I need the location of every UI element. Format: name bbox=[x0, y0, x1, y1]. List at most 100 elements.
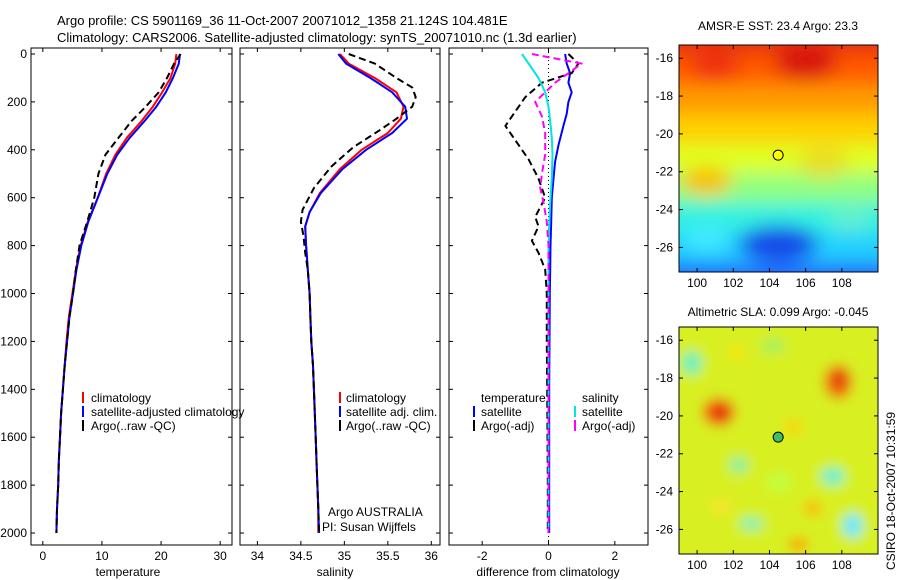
sla-blob bbox=[820, 467, 845, 486]
sla-blob bbox=[842, 513, 863, 538]
sst-argo-location-marker bbox=[772, 149, 784, 161]
y-tick-label: 200 bbox=[7, 95, 27, 109]
sst-blob bbox=[775, 45, 836, 81]
y-tick-label: 600 bbox=[7, 191, 27, 205]
x-tick-label: 100 bbox=[687, 276, 707, 290]
pi-annotation: PI: Susan Wijffels bbox=[322, 520, 416, 534]
series-line-argo-raw-qc- bbox=[299, 53, 417, 534]
legend-label-argo: Argo(..raw -QC) bbox=[91, 419, 176, 433]
x-tick-label: 30 bbox=[213, 549, 227, 563]
x-tick-label: 2 bbox=[611, 549, 618, 563]
x-tick-label: 34 bbox=[251, 549, 265, 563]
sst-blob bbox=[738, 225, 819, 262]
difference-x-ticks: -2 0 2 bbox=[477, 48, 618, 563]
sst-map-panel: AMSR-E SST: 23.4 Argo: 23.3 -16 -18 -20 -22… bbox=[656, 19, 879, 290]
x-tick-label: 102 bbox=[723, 276, 743, 290]
difference-series bbox=[504, 48, 583, 545]
x-tick-label: 104 bbox=[759, 276, 779, 290]
x-tick-label: 35 bbox=[338, 549, 352, 563]
x-tick-label: 20 bbox=[154, 549, 168, 563]
sla-blob bbox=[803, 501, 822, 516]
sst-blob bbox=[691, 53, 740, 82]
legend-label-climatology: climatology bbox=[91, 391, 151, 405]
y-tick-label: -24 bbox=[656, 485, 674, 499]
csiro-timestamp: CSIRO 18-Oct-2007 10:31:59 bbox=[884, 412, 898, 570]
x-tick-label: 102 bbox=[723, 558, 743, 572]
sla-axes-box bbox=[678, 326, 879, 555]
y-tick-label: 2000 bbox=[0, 526, 27, 540]
y-tick-label: 800 bbox=[7, 239, 27, 253]
sst-map-title: AMSR-E SST: 23.4 Argo: 23.3 bbox=[698, 19, 858, 33]
temperature-panel: 0 200 400 600 800 1000 1200 1400 1600 1800 2000 0 1… bbox=[0, 47, 244, 579]
sla-x-ticks: 100 102 104 106 108 bbox=[687, 327, 852, 572]
sst-blob bbox=[797, 146, 850, 179]
y-tick-label: -18 bbox=[656, 89, 674, 103]
x-tick-label: 106 bbox=[796, 558, 816, 572]
argo-country-annotation: Argo AUSTRALIA bbox=[328, 505, 423, 519]
sst-band bbox=[679, 84, 878, 116]
sla-blob bbox=[739, 517, 764, 530]
y-tick-label: -22 bbox=[656, 165, 674, 179]
y-tick-label: -26 bbox=[656, 522, 674, 536]
legend-label-temp-argo: Argo(-adj) bbox=[481, 419, 534, 433]
difference-legend: temperature salinity satellite Argo(-adj… bbox=[473, 391, 635, 433]
legend-label-satellite: satellite-adjusted climatology bbox=[91, 405, 244, 419]
series-line-satellite-adj-clim- bbox=[304, 53, 408, 534]
sla-blob bbox=[833, 370, 848, 387]
sst-band bbox=[679, 114, 878, 146]
sla-blob bbox=[710, 500, 731, 513]
sst-heatmap-field bbox=[679, 45, 878, 272]
sla-blob bbox=[728, 457, 749, 474]
x-tick-label: 108 bbox=[832, 276, 852, 290]
series-line-argo-raw-qc- bbox=[55, 53, 182, 534]
series-line-salinity-argo-adj- bbox=[531, 53, 583, 533]
temperature-x-ticks: 0 10 20 30 bbox=[39, 48, 227, 563]
y-tick-label: 1600 bbox=[0, 430, 27, 444]
difference-panel: -2 0 2 difference from climatology tempera… bbox=[448, 47, 649, 579]
x-tick-label: 0 bbox=[545, 549, 552, 563]
x-tick-label: -2 bbox=[477, 549, 488, 563]
salinity-axes-box bbox=[239, 47, 441, 546]
sla-blob bbox=[714, 407, 731, 422]
legend-label-sal-satellite: satellite bbox=[582, 405, 623, 419]
x-tick-label: 100 bbox=[687, 558, 707, 572]
sla-blob bbox=[788, 538, 809, 551]
y-tick-label: -20 bbox=[656, 127, 674, 141]
sla-blob bbox=[728, 347, 745, 360]
x-tick-label: 36 bbox=[425, 549, 439, 563]
sst-blob bbox=[828, 205, 873, 234]
difference-x-label: difference from climatology bbox=[476, 565, 619, 579]
x-tick-label: 108 bbox=[832, 558, 852, 572]
legend-heading-salinity: salinity bbox=[582, 391, 619, 405]
series-line-climatology bbox=[55, 53, 178, 534]
temperature-series bbox=[55, 53, 182, 534]
sst-y-ticks: -16 -18 -20 -22 -24 -26 bbox=[656, 51, 878, 254]
salinity-panel: 34 34.5 35 35.5 36 salinity climatology sate… bbox=[239, 47, 441, 579]
x-tick-label: 35.5 bbox=[376, 549, 400, 563]
y-tick-label: 0 bbox=[20, 47, 27, 61]
sla-map-panel: Altimetric SLA: 0.099 Argo: -0.045 -16-1… bbox=[656, 305, 879, 572]
y-tick-label: -22 bbox=[656, 447, 674, 461]
salinity-x-ticks: 34 34.5 35 35.5 36 bbox=[251, 48, 439, 563]
salinity-series bbox=[299, 53, 417, 534]
figure-title-line2: Climatology: CARS2006. Satellite-adjuste… bbox=[57, 30, 577, 45]
series-line-satellite-adjusted-climatology bbox=[55, 53, 181, 534]
sst-x-ticks: 100 102 104 106 108 bbox=[687, 45, 852, 290]
legend-label-sal-argo: Argo(-adj) bbox=[582, 419, 635, 433]
sst-band bbox=[679, 262, 878, 272]
x-tick-label: 104 bbox=[759, 558, 779, 572]
series-line-climatology bbox=[304, 53, 405, 533]
sla-blob bbox=[681, 350, 702, 375]
sst-band bbox=[679, 45, 878, 57]
temperature-x-label: temperature bbox=[96, 565, 161, 579]
sla-map-title: Altimetric SLA: 0.099 Argo: -0.045 bbox=[688, 305, 869, 319]
x-tick-label: 106 bbox=[796, 276, 816, 290]
y-tick-label: 1800 bbox=[0, 478, 27, 492]
difference-y-ticks bbox=[449, 53, 648, 534]
y-tick-label: 1000 bbox=[0, 287, 27, 301]
y-tick-label: -20 bbox=[656, 409, 674, 423]
x-tick-label: 0 bbox=[39, 549, 46, 563]
legend-label-satellite: satellite adj. clim. bbox=[346, 405, 437, 419]
figure-title-line1: Argo profile: CS 5901169_36 11-Oct-2007 … bbox=[57, 13, 508, 28]
